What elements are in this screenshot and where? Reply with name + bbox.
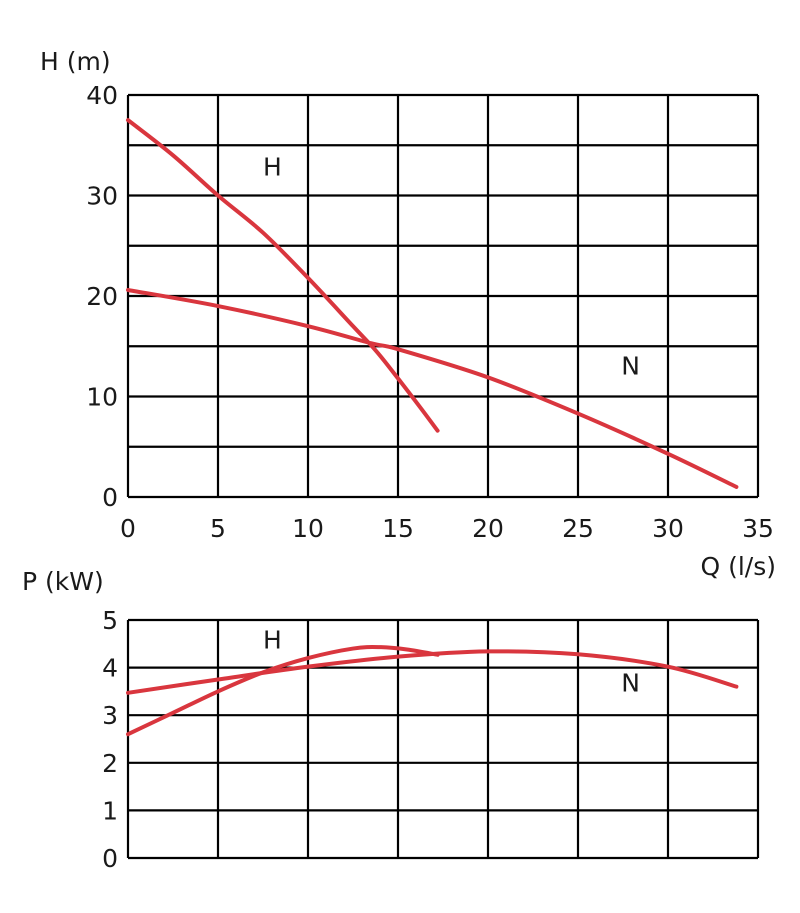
head-y-tick-label: 30 [86, 182, 118, 211]
head-x-tick-label: 15 [382, 514, 414, 543]
power-y-tick-label: 5 [102, 606, 118, 635]
power-y-tick-label: 1 [102, 796, 118, 825]
head-y-tick-label: 10 [86, 383, 118, 412]
head-chart-grid [126, 93, 760, 499]
power-y-ticks: 0 1 2 3 4 5 [102, 606, 118, 873]
power-curve-h [126, 645, 440, 737]
head-x-tick-label: 5 [210, 514, 226, 543]
head-y-tick-label: 40 [86, 81, 118, 110]
power-y-tick-label: 4 [102, 654, 118, 683]
power-chart-curves [126, 645, 739, 737]
head-x-tick-label: 35 [742, 514, 774, 543]
power-y-tick-label: 2 [102, 749, 118, 778]
head-chart-curves [126, 118, 739, 489]
head-chart-series-labels: HN [263, 152, 640, 380]
power-series-label-h: H [263, 626, 282, 655]
head-y-tick-label: 20 [86, 282, 118, 311]
head-curve-n [126, 287, 739, 489]
head-y-tick-label: 0 [102, 483, 118, 512]
head-series-label-h: H [263, 152, 282, 181]
power-y-tick-label: 0 [102, 844, 118, 873]
head-x-axis-label: Q (l/s) [700, 552, 776, 581]
head-x-tick-label: 30 [652, 514, 684, 543]
power-series-label-n: N [621, 668, 640, 697]
power-y-tick-label: 3 [102, 701, 118, 730]
head-curve-h [126, 118, 440, 433]
head-series-label-n: N [621, 351, 640, 380]
head-x-tick-label: 25 [562, 514, 594, 543]
head-x-tick-label: 0 [120, 514, 136, 543]
head-x-tick-label: 20 [472, 514, 504, 543]
power-curve-n [126, 649, 739, 695]
power-chart-series-labels: HN [263, 626, 640, 698]
power-chart-grid [126, 618, 760, 860]
power-y-axis-label: P (kW) [22, 567, 104, 596]
head-x-ticks: 0 5 10 15 20 25 30 35 [120, 514, 774, 543]
head-x-tick-label: 10 [292, 514, 324, 543]
head-y-axis-label: H (m) [40, 47, 111, 76]
head-y-ticks: 0 10 20 30 40 [86, 81, 118, 512]
